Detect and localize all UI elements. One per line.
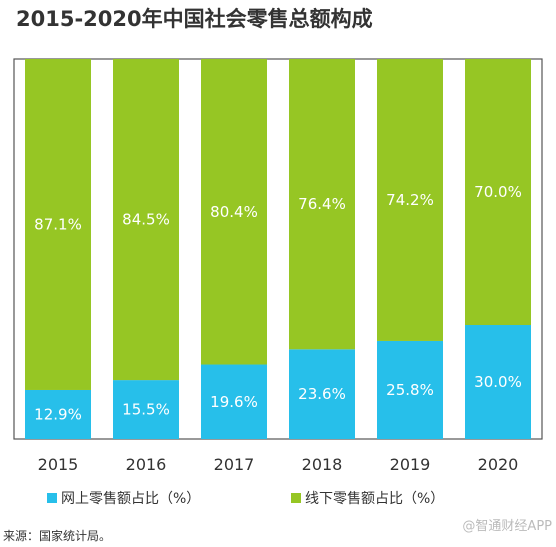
value-label-offline-2020: 70.0% — [474, 183, 522, 201]
plot-frame — [13, 58, 543, 440]
watermark: @智通财经APP — [462, 519, 552, 534]
value-label-online-2019: 25.8% — [386, 381, 434, 399]
value-label-offline-2017: 80.4% — [210, 203, 258, 221]
source-note: 来源：国家统计局。 — [3, 528, 111, 543]
legend-label-online: 网上零售额占比（%） — [61, 491, 200, 507]
x-tick-2015: 2015 — [38, 455, 79, 474]
legend: 网上零售额占比（%） 线下零售额占比（%） — [47, 491, 444, 507]
value-label-online-2017: 19.6% — [210, 393, 258, 411]
legend-swatch-online — [47, 493, 57, 503]
bar-online-2019 — [377, 340, 443, 439]
value-label-offline-2015: 87.1% — [34, 215, 82, 233]
bar-online-2018 — [289, 349, 355, 439]
x-tick-2017: 2017 — [214, 455, 255, 474]
value-label-online-2020: 30.0% — [474, 373, 522, 391]
x-tick-2019: 2019 — [390, 455, 431, 474]
x-tick-2016: 2016 — [126, 455, 167, 474]
value-label-online-2016: 15.5% — [122, 401, 170, 419]
bar-offline-2016 — [113, 59, 179, 381]
value-label-online-2015: 12.9% — [34, 405, 82, 423]
bars-group — [25, 59, 531, 439]
value-label-offline-2019: 74.2% — [386, 191, 434, 209]
chart-title: 2015-2020年中国社会零售总额构成 — [16, 7, 373, 31]
x-tick-2020: 2020 — [478, 455, 519, 474]
bar-online-2020 — [465, 325, 531, 439]
x-axis-ticks: 2015 2016 2017 2018 2019 2020 — [38, 455, 519, 474]
legend-swatch-offline — [291, 493, 301, 503]
bar-online-2016 — [113, 380, 179, 439]
bar-offline-2020 — [465, 59, 531, 325]
bar-offline-2019 — [377, 59, 443, 341]
value-labels-group: 12.9% 87.1% 15.5% 84.5% 19.6% 80.4% 23.6% 76.4%… — [34, 183, 522, 423]
bar-online-2015 — [25, 389, 91, 439]
value-label-offline-2018: 76.4% — [298, 195, 346, 213]
bar-online-2017 — [201, 364, 267, 439]
x-tick-2018: 2018 — [302, 455, 343, 474]
value-label-online-2018: 23.6% — [298, 385, 346, 403]
value-label-offline-2016: 84.5% — [122, 211, 170, 229]
bar-offline-2018 — [289, 59, 355, 350]
legend-label-offline: 线下零售额占比（%） — [305, 491, 444, 507]
bar-offline-2015 — [25, 59, 91, 390]
bar-offline-2017 — [201, 59, 267, 365]
